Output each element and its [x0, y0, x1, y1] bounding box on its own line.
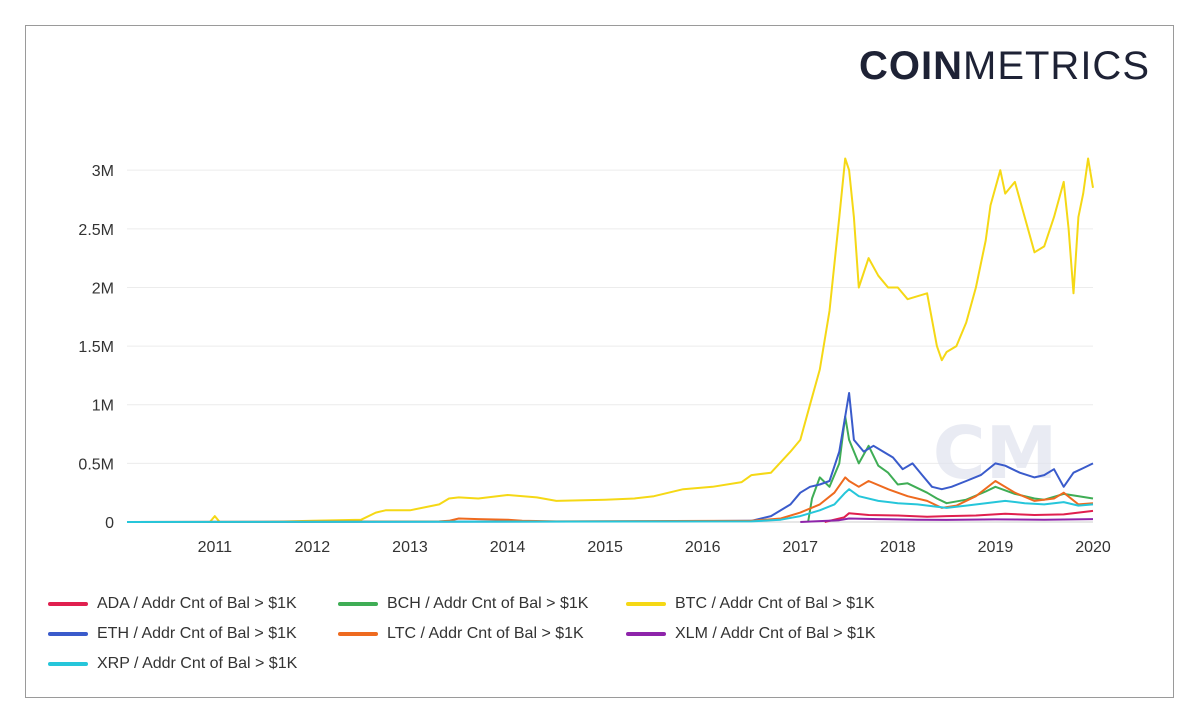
grid-lines	[127, 169, 1093, 523]
x-tick-label: 2018	[880, 539, 916, 556]
legend-item[interactable]: BTC / Addr Cnt of Bal > $1K	[626, 595, 875, 613]
x-tick-label: 2016	[685, 539, 721, 556]
legend-swatch	[48, 632, 88, 636]
legend-swatch	[48, 602, 88, 606]
legend-item[interactable]: XLM / Addr Cnt of Bal > $1K	[626, 625, 876, 643]
chart-frame	[25, 25, 1174, 698]
legend-swatch	[338, 632, 378, 636]
x-tick-label: 2012	[295, 539, 331, 556]
x-tick-label: 2011	[198, 539, 233, 556]
y-tick-label: 0.5M	[78, 456, 114, 473]
series-line-btc	[127, 157, 1094, 523]
x-tick-label: 2014	[490, 539, 526, 556]
legend-label: ADA / Addr Cnt of Bal > $1K	[97, 595, 297, 612]
legend-swatch	[626, 632, 666, 636]
series-line-ada	[824, 509, 1094, 523]
y-tick-label: 0	[105, 515, 114, 532]
x-tick-label: 2013	[392, 539, 428, 556]
y-axis: 0 0.5M 1M 1.5M 2M 2.5M 3M	[78, 163, 114, 532]
y-tick-label: 2.5M	[78, 222, 114, 239]
series-line-eth	[126, 392, 1094, 523]
legend-swatch	[626, 602, 666, 606]
y-tick-label: 2M	[92, 280, 114, 297]
logo-light-text: METRICS	[963, 44, 1150, 88]
legend-item[interactable]: ADA / Addr Cnt of Bal > $1K	[48, 595, 297, 613]
coinmetrics-logo: COINMETRICS	[859, 44, 1150, 89]
x-axis: 2011 2012 2013 2014 2015 2016 2017 2018 2019 2020	[198, 539, 1111, 556]
x-tick-label: 2020	[1075, 539, 1111, 556]
y-tick-label: 3M	[92, 163, 114, 180]
series-line-xlm	[800, 517, 1094, 523]
series-line-xrp	[126, 488, 1094, 523]
x-tick-label: 2015	[587, 539, 623, 556]
legend-item[interactable]: LTC / Addr Cnt of Bal > $1K	[338, 625, 584, 643]
legend-item[interactable]: BCH / Addr Cnt of Bal > $1K	[338, 595, 588, 613]
logo-bold-text: COIN	[859, 44, 963, 88]
legend-label: XRP / Addr Cnt of Bal > $1K	[97, 655, 298, 672]
x-tick-label: 2019	[978, 539, 1014, 556]
y-tick-label: 1.5M	[78, 339, 114, 356]
series-line-ltc	[126, 476, 1094, 523]
legend-label: XLM / Addr Cnt of Bal > $1K	[675, 625, 876, 642]
legend-item[interactable]: ETH / Addr Cnt of Bal > $1K	[48, 625, 297, 643]
legend-label: ETH / Addr Cnt of Bal > $1K	[97, 625, 297, 642]
series-lines	[126, 157, 1094, 523]
legend-label: BTC / Addr Cnt of Bal > $1K	[675, 595, 875, 612]
legend-swatch	[338, 602, 378, 606]
legend-swatch	[48, 662, 88, 666]
x-tick-label: 2017	[782, 539, 818, 556]
legend-label: LTC / Addr Cnt of Bal > $1K	[387, 625, 584, 642]
legend-label: BCH / Addr Cnt of Bal > $1K	[387, 595, 589, 612]
y-tick-label: 1M	[92, 398, 114, 415]
legend-item[interactable]: XRP / Addr Cnt of Bal > $1K	[48, 655, 297, 673]
